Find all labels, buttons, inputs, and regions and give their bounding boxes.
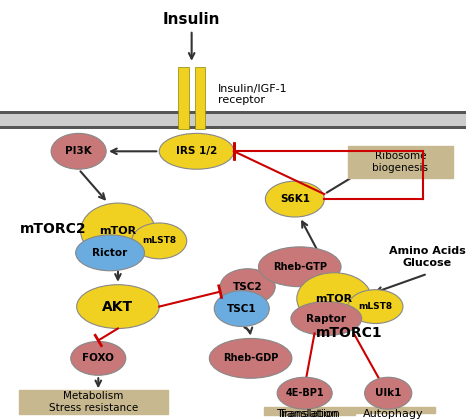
Text: 4E-BP1: 4E-BP1 <box>285 388 324 398</box>
Bar <box>178 67 189 129</box>
Bar <box>195 67 205 129</box>
Text: IRS 1/2: IRS 1/2 <box>176 146 217 156</box>
Ellipse shape <box>265 181 324 217</box>
Text: mLST8: mLST8 <box>358 302 392 311</box>
FancyBboxPatch shape <box>264 413 355 415</box>
Text: Rheb-GTP: Rheb-GTP <box>273 262 327 272</box>
Text: Raptor: Raptor <box>306 314 346 323</box>
Text: TSC2: TSC2 <box>233 282 263 291</box>
Bar <box>0 115 466 126</box>
Ellipse shape <box>210 339 292 378</box>
Text: Autophagy: Autophagy <box>363 409 423 419</box>
Text: PI3K: PI3K <box>65 146 92 156</box>
Text: mTORC1: mTORC1 <box>316 326 382 341</box>
Ellipse shape <box>348 290 403 323</box>
Ellipse shape <box>159 134 234 169</box>
Ellipse shape <box>220 269 275 304</box>
Ellipse shape <box>258 247 341 287</box>
Ellipse shape <box>71 341 126 375</box>
Text: Amino Acids
Glucose: Amino Acids Glucose <box>389 246 466 268</box>
Text: Rictor: Rictor <box>92 248 128 258</box>
Text: TSC1: TSC1 <box>227 304 256 314</box>
FancyBboxPatch shape <box>264 407 351 413</box>
FancyBboxPatch shape <box>348 146 453 178</box>
Text: Insulin/IGF-1
receptor: Insulin/IGF-1 receptor <box>218 84 288 105</box>
FancyBboxPatch shape <box>18 390 168 414</box>
Text: mTOR: mTOR <box>316 294 353 304</box>
Ellipse shape <box>81 203 155 259</box>
Bar <box>0 111 466 129</box>
Text: S6K1: S6K1 <box>280 194 310 204</box>
Text: Ribosome
biogenesis: Ribosome biogenesis <box>373 152 428 173</box>
Text: Translation: Translation <box>279 409 340 419</box>
Ellipse shape <box>51 134 106 169</box>
Ellipse shape <box>277 377 332 409</box>
Ellipse shape <box>291 302 362 336</box>
FancyBboxPatch shape <box>351 407 436 413</box>
Text: mLST8: mLST8 <box>142 236 176 245</box>
Text: Translation: Translation <box>277 409 338 419</box>
Text: AKT: AKT <box>102 299 134 314</box>
Text: mTORC2: mTORC2 <box>19 222 86 236</box>
Text: mTOR: mTOR <box>100 226 137 236</box>
Ellipse shape <box>214 291 269 326</box>
Text: FOXO: FOXO <box>82 353 114 363</box>
Ellipse shape <box>365 377 412 409</box>
Ellipse shape <box>76 235 145 271</box>
Text: Ulk1: Ulk1 <box>375 388 401 398</box>
Text: Insulin: Insulin <box>163 13 220 27</box>
Text: Metabolism
Stress resistance: Metabolism Stress resistance <box>49 391 138 413</box>
Text: Rheb-GDP: Rheb-GDP <box>223 353 278 363</box>
Ellipse shape <box>77 285 159 328</box>
Ellipse shape <box>132 223 187 259</box>
Ellipse shape <box>297 273 372 325</box>
